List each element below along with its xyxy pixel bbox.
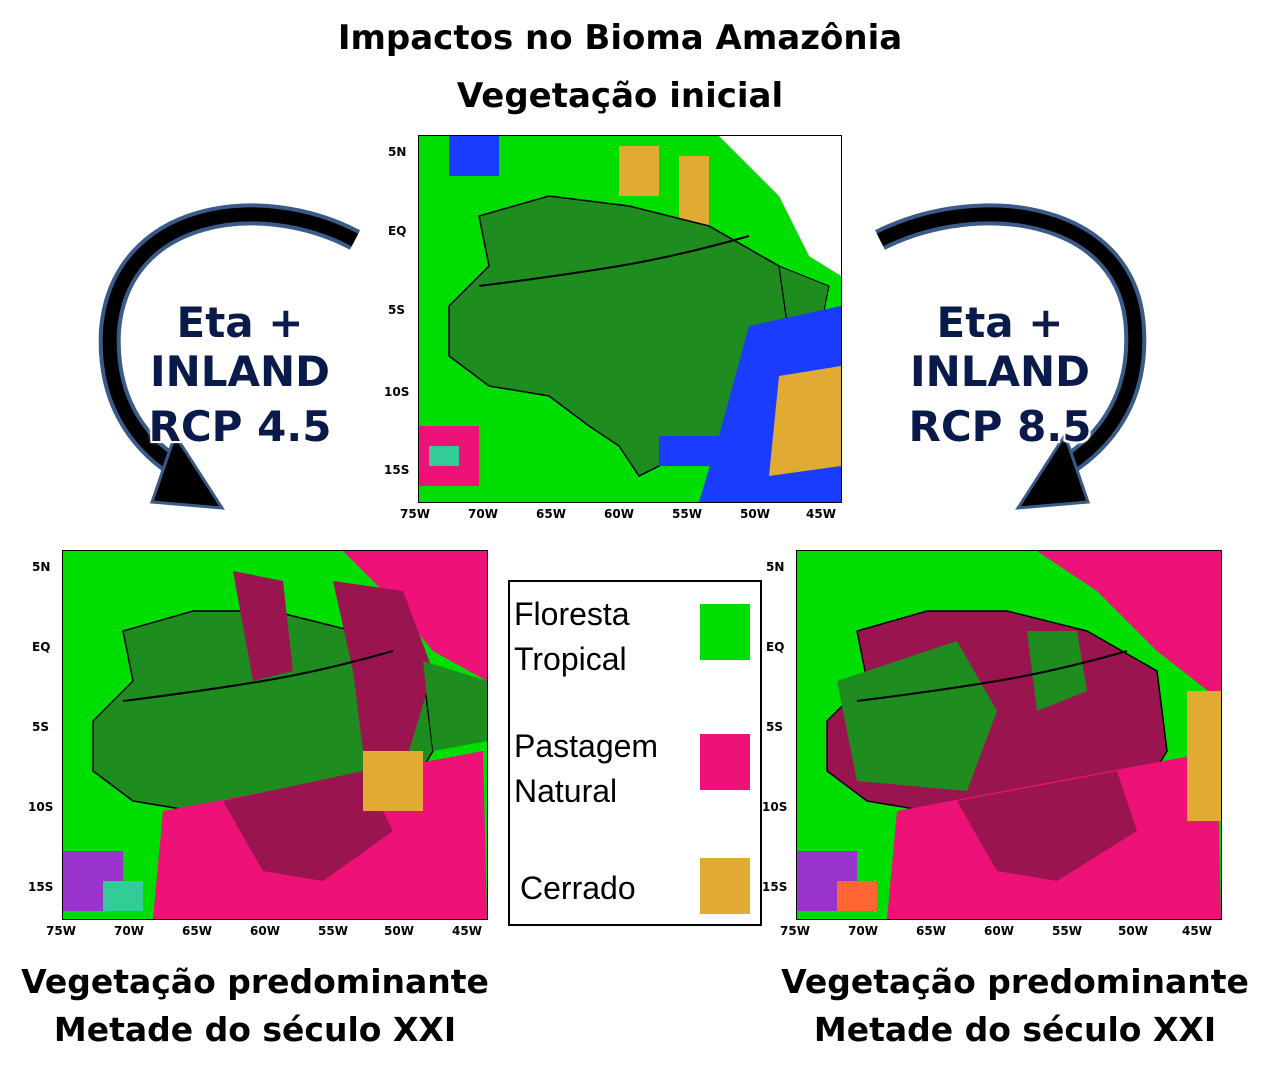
legend: Floresta Tropical Pastagem Natural Cerra…: [508, 580, 762, 926]
caption-right-line2: Metade do século XXI: [813, 1010, 1217, 1049]
map-rcp45-frame: [62, 550, 488, 920]
legend-label-pasture-1: Pastagem: [514, 728, 659, 764]
legend-label-cerrado: Cerrado: [520, 866, 636, 911]
legend-label-forest-1: Floresta: [514, 596, 630, 632]
legend-label-cerrado-1: Cerrado: [520, 870, 636, 906]
scenario-left-label: Eta + INLAND RCP 4.5: [90, 298, 390, 451]
caption-left: Vegetação predominante Metade do século …: [0, 958, 510, 1054]
lon-tick: 50W: [740, 507, 770, 521]
lon-tick: 45W: [1182, 924, 1212, 938]
lon-tick: 50W: [384, 924, 414, 938]
lon-tick: 45W: [452, 924, 482, 938]
legend-swatch-pasture: [700, 734, 750, 790]
scenario-left-line1: Eta + INLAND: [149, 298, 331, 396]
lon-tick: 60W: [250, 924, 280, 938]
lon-tick: 70W: [468, 507, 498, 521]
caption-right-line1: Vegetação predominante: [781, 962, 1249, 1001]
map-rcp85: 5N EQ 5S 10S 15S 75W 70W 65W 60W 55W 50W…: [762, 550, 1232, 945]
lon-tick: 60W: [604, 507, 634, 521]
caption-right: Vegetação predominante Metade do século …: [760, 958, 1270, 1054]
lon-tick: 75W: [780, 924, 810, 938]
lat-tick: 10S: [28, 800, 54, 814]
lat-tick: 15S: [384, 463, 410, 477]
lon-tick: 45W: [806, 507, 836, 521]
arrow-left-icon: [98, 203, 361, 510]
lon-tick: 55W: [1052, 924, 1082, 938]
map-initial-frame: [418, 135, 842, 503]
lat-tick: 15S: [28, 880, 54, 894]
scenario-right-line1: Eta + INLAND: [909, 298, 1091, 396]
lat-tick: EQ: [766, 640, 785, 654]
lon-tick: 65W: [182, 924, 212, 938]
map-initial: 5N EQ 5S 10S 15S 75W 70W 65W 60W 55W 50W…: [380, 135, 850, 525]
lat-tick: 5S: [766, 720, 783, 734]
lon-tick: 70W: [848, 924, 878, 938]
lon-tick: 65W: [916, 924, 946, 938]
map-rcp45: 5N EQ 5S 10S 15S 75W 70W 65W 60W 55W 50W…: [28, 550, 498, 945]
lon-tick: 75W: [400, 507, 430, 521]
legend-swatch-cerrado: [700, 858, 750, 914]
lat-tick: 5S: [388, 303, 405, 317]
lat-tick: 5N: [388, 145, 407, 159]
caption-left-line2: Metade do século XXI: [53, 1010, 457, 1049]
lat-tick: 5S: [32, 720, 49, 734]
lat-tick: EQ: [32, 640, 51, 654]
figure-subtitle: Vegetação inicial: [456, 76, 784, 116]
map-rcp85-frame: [796, 550, 1222, 920]
lon-tick: 75W: [46, 924, 76, 938]
scenario-right-line2: RCP 8.5: [908, 402, 1092, 451]
lon-tick: 70W: [114, 924, 144, 938]
scenario-right-label: Eta + INLAND RCP 8.5: [850, 298, 1150, 451]
caption-left-line1: Vegetação predominante: [21, 962, 489, 1001]
legend-label-pasture: Pastagem Natural: [514, 724, 658, 814]
lat-tick: 5N: [32, 560, 51, 574]
figure-title: Impactos no Bioma Amazônia: [337, 18, 903, 58]
arrow-right-icon: [875, 203, 1147, 510]
lon-tick: 55W: [318, 924, 348, 938]
legend-label-pasture-2: Natural: [514, 773, 618, 809]
lon-tick: 55W: [672, 507, 702, 521]
legend-swatch-forest: [700, 604, 750, 660]
lat-tick: EQ: [388, 224, 407, 238]
legend-label-forest: Floresta Tropical: [514, 592, 630, 682]
scenario-left-line2: RCP 4.5: [148, 402, 332, 451]
lon-tick: 60W: [984, 924, 1014, 938]
lat-tick: 10S: [384, 385, 410, 399]
lat-tick: 15S: [762, 880, 788, 894]
lat-tick: 10S: [762, 800, 788, 814]
legend-label-forest-2: Tropical: [514, 641, 627, 677]
lon-tick: 50W: [1118, 924, 1148, 938]
lon-tick: 65W: [536, 507, 566, 521]
lat-tick: 5N: [766, 560, 785, 574]
